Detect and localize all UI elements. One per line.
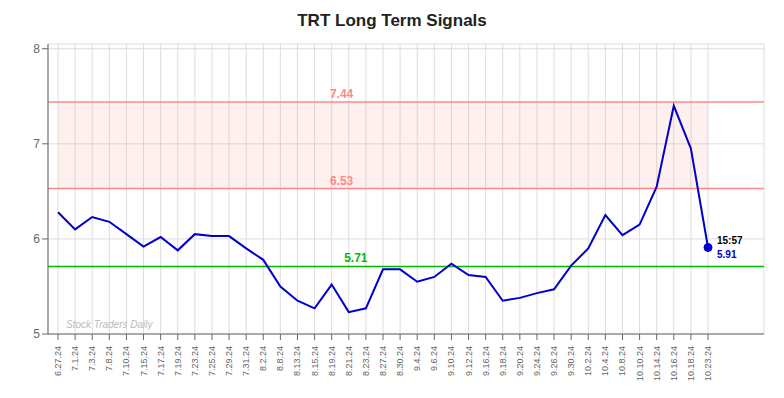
svg-text:7.29.24: 7.29.24 xyxy=(224,346,234,376)
svg-text:9.18.24: 9.18.24 xyxy=(498,346,508,376)
svg-text:8.8.24: 8.8.24 xyxy=(275,346,285,371)
svg-text:9.12.24: 9.12.24 xyxy=(464,346,474,376)
svg-text:9.4.24: 9.4.24 xyxy=(412,346,422,371)
svg-text:8: 8 xyxy=(33,42,40,56)
svg-text:10.10.24: 10.10.24 xyxy=(635,346,645,381)
svg-text:8.21.24: 8.21.24 xyxy=(344,346,354,376)
svg-text:5.71: 5.71 xyxy=(344,251,368,265)
svg-text:10.16.24: 10.16.24 xyxy=(669,346,679,381)
svg-text:9.30.24: 9.30.24 xyxy=(566,346,576,376)
svg-text:Stock Traders Daily: Stock Traders Daily xyxy=(66,319,154,330)
svg-text:7.8.24: 7.8.24 xyxy=(104,346,114,371)
svg-text:8.2.24: 8.2.24 xyxy=(258,346,268,371)
svg-text:9.6.24: 9.6.24 xyxy=(429,346,439,371)
svg-text:9.20.24: 9.20.24 xyxy=(515,346,525,376)
svg-text:6: 6 xyxy=(33,232,40,246)
svg-text:8.15.24: 8.15.24 xyxy=(310,346,320,376)
svg-text:7.1.24: 7.1.24 xyxy=(70,346,80,371)
svg-text:7.15.24: 7.15.24 xyxy=(139,346,149,376)
svg-text:9.10.24: 9.10.24 xyxy=(446,346,456,376)
svg-text:7.10.24: 7.10.24 xyxy=(121,346,131,376)
svg-text:5: 5 xyxy=(33,327,40,341)
html-text:TRT Long Term Signals: TRT Long Term Signals xyxy=(297,11,487,30)
svg-text:7.44: 7.44 xyxy=(330,87,354,101)
svg-text:6.53: 6.53 xyxy=(330,174,354,188)
svg-text:7.17.24: 7.17.24 xyxy=(156,346,166,376)
svg-text:7.23.24: 7.23.24 xyxy=(190,346,200,376)
svg-text:8.27.24: 8.27.24 xyxy=(378,346,388,376)
svg-text:9.26.24: 9.26.24 xyxy=(549,346,559,376)
svg-text:6.27.24: 6.27.24 xyxy=(53,346,63,376)
svg-text:8.23.24: 8.23.24 xyxy=(361,346,371,376)
svg-text:15:57: 15:57 xyxy=(717,235,743,246)
svg-text:10.18.24: 10.18.24 xyxy=(686,346,696,381)
svg-text:10.23.24: 10.23.24 xyxy=(703,346,713,381)
svg-text:10.4.24: 10.4.24 xyxy=(600,346,610,376)
svg-text:7.3.24: 7.3.24 xyxy=(87,346,97,371)
svg-text:7: 7 xyxy=(33,137,40,151)
svg-text:8.19.24: 8.19.24 xyxy=(327,346,337,376)
svg-text:8.30.24: 8.30.24 xyxy=(395,346,405,376)
svg-text:9.24.24: 9.24.24 xyxy=(532,346,542,376)
svg-text:5.91: 5.91 xyxy=(717,249,737,260)
svg-text:10.2.24: 10.2.24 xyxy=(583,346,593,376)
svg-text:9.16.24: 9.16.24 xyxy=(481,346,491,376)
svg-text:10.8.24: 10.8.24 xyxy=(617,346,627,376)
svg-text:8.13.24: 8.13.24 xyxy=(292,346,302,376)
svg-text:7.31.24: 7.31.24 xyxy=(241,346,251,376)
svg-text:7.19.24: 7.19.24 xyxy=(173,346,183,376)
svg-text:7.25.24: 7.25.24 xyxy=(207,346,217,376)
svg-text:10.14.24: 10.14.24 xyxy=(652,346,662,381)
